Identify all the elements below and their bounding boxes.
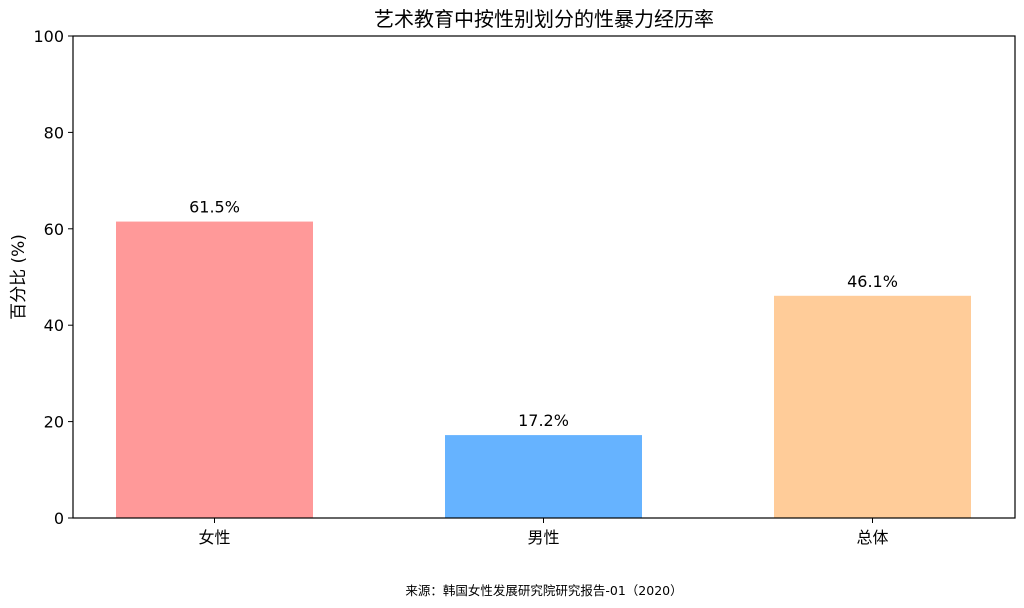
y-axis: 0 20 40 60 80 100 bbox=[33, 27, 73, 528]
chart-title: 艺术教育中按性别划分的性暴力经历率 bbox=[374, 7, 714, 31]
y-tick-label: 20 bbox=[44, 413, 64, 432]
x-tick-label: 女性 bbox=[198, 528, 230, 547]
bar-value-label: 61.5% bbox=[189, 198, 240, 217]
bar-2 bbox=[445, 435, 642, 518]
y-tick-label: 0 bbox=[54, 509, 64, 528]
x-axis: 女性 男性 总体 bbox=[198, 518, 889, 547]
bars bbox=[116, 221, 971, 518]
bar-1 bbox=[116, 221, 313, 518]
y-tick-label: 40 bbox=[44, 316, 64, 335]
value-labels: 61.5% 17.2% 46.1% bbox=[189, 198, 898, 431]
bar-3 bbox=[774, 295, 971, 518]
y-axis-label: 百分比 (%) bbox=[9, 234, 29, 320]
y-tick-label: 60 bbox=[44, 220, 64, 239]
y-tick-label: 100 bbox=[33, 27, 64, 46]
bar-value-label: 46.1% bbox=[847, 272, 898, 291]
x-tick-label: 总体 bbox=[856, 528, 888, 547]
bar-value-label: 17.2% bbox=[518, 411, 569, 430]
source-note: 来源：韩国女性发展研究院研究报告-01（2020） bbox=[405, 583, 682, 598]
x-tick-label: 男性 bbox=[527, 528, 559, 547]
y-tick-label: 80 bbox=[44, 123, 64, 142]
